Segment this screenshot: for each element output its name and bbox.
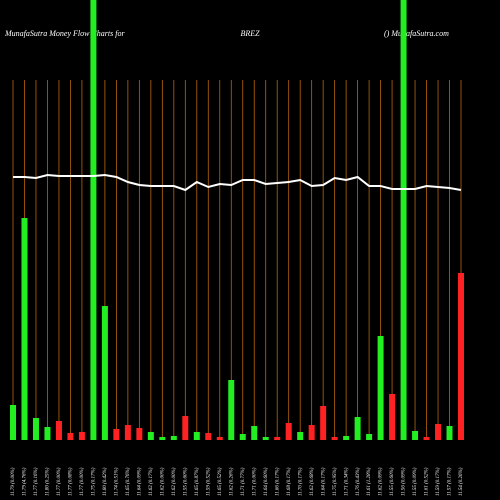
x-tick-label: 11.70 (0.17%): [298, 467, 303, 496]
bar: [32, 418, 39, 440]
x-tick-label: 11.62 (0.09%): [379, 467, 384, 496]
x-tick-label: 11.74 (0.51%): [115, 467, 120, 496]
bar: [55, 421, 62, 440]
bar: [446, 426, 453, 440]
bar: [354, 417, 361, 440]
bar: [147, 432, 154, 440]
x-tick-label: 11.65 (0.52%): [218, 467, 223, 496]
bar: [21, 218, 28, 440]
x-tick-label: 11.62 (0.68%): [310, 467, 315, 496]
bar: [113, 429, 120, 440]
chart-source: () MunafaSutra.com: [384, 29, 449, 38]
bar: [320, 406, 327, 440]
x-tick-label: 11.79 (0.00%): [11, 467, 16, 496]
bar: [458, 273, 464, 440]
x-tick-label: 11.59 (0.52%): [206, 467, 211, 496]
bar: [216, 437, 223, 440]
x-tick-label: 11.71 (0.34%): [344, 467, 349, 496]
bar: [331, 437, 338, 440]
x-tick-label: 11.62 (0.00%): [160, 467, 165, 496]
bar: [423, 437, 430, 440]
x-tick-label: 11.80 (0.42%): [103, 467, 108, 496]
bar: [285, 423, 292, 440]
bar: [10, 405, 16, 440]
x-tick-label: 11.59 (0.17%): [436, 467, 441, 496]
chart-ticker: BREZ: [240, 29, 260, 38]
x-tick-label: 11.77 (0.16%): [34, 467, 39, 496]
bar: [67, 433, 74, 440]
x-tick-label: 11.68 (0.17%): [287, 467, 292, 496]
bar: [239, 434, 246, 440]
bar: [343, 436, 350, 440]
bar: [101, 306, 108, 440]
bar: [205, 433, 212, 440]
line: [13, 173, 462, 192]
bar: [308, 425, 315, 440]
bar: [90, 0, 97, 440]
x-tick-label: 11.55 (0.60%): [390, 467, 395, 496]
x-tick-label: 11.77 (0.00%): [80, 467, 85, 496]
x-tick-label: 11.55 (0.09%): [413, 467, 418, 496]
x-tick-label: 11.80 (0.25%): [46, 467, 51, 496]
x-tick-label: 11.76 (0.43%): [356, 467, 361, 496]
bar: [228, 380, 235, 440]
bar: [136, 428, 143, 440]
bar: [182, 416, 189, 440]
x-tick-label: 11.71 (0.77%): [241, 467, 246, 496]
bar: [274, 437, 281, 440]
x-tick-label: 11.75 (0.95%): [333, 467, 338, 496]
bar: [435, 424, 442, 440]
x-tick-label: 11.61 (0.52%): [425, 467, 430, 496]
x-tick-label: 11.64 (0.60%): [264, 467, 269, 496]
chart-title: MunafaSutra Money Flow Charts for: [4, 29, 125, 38]
bar: [366, 434, 373, 440]
x-tick-label: 11.75 (0.17%): [92, 467, 97, 496]
x-tick-label: 11.57 (0.17%): [448, 467, 453, 496]
x-tick-label: 11.71 (0.00%): [252, 467, 257, 496]
bar: [78, 432, 85, 440]
bar: [400, 0, 407, 440]
bar: [159, 437, 166, 440]
x-tick-label: 11.62 (0.00%): [172, 467, 177, 496]
x-tick-label: 11.54 (0.26%): [459, 467, 464, 496]
bar: [377, 336, 384, 440]
x-tick-label: 11.55 (0.60%): [183, 467, 188, 496]
x-tick-label: 11.62 (0.26%): [229, 467, 234, 496]
bar: [262, 437, 269, 440]
x-tick-label: 11.64 (0.09%): [137, 467, 142, 496]
bar: [44, 427, 51, 440]
bar: [389, 394, 396, 440]
bar: [124, 425, 131, 440]
bar: [251, 426, 258, 440]
bar: [170, 436, 177, 440]
x-tick-label: 11.77 (0.08%): [69, 467, 74, 496]
bar: [193, 432, 200, 440]
x-tick-label: 11.56 (0.09%): [402, 467, 407, 496]
x-tick-label: 11.64 (0.17%): [321, 467, 326, 496]
x-tick-label: 11.79 (4.76%): [23, 467, 28, 496]
x-tick-label: 11.62 (0.17%): [149, 467, 154, 496]
bar: [412, 431, 419, 440]
x-tick-label: 11.65 (0.87%): [195, 467, 200, 496]
x-tick-label: 11.65 (0.76%): [126, 467, 131, 496]
x-tick-label: 11.66 (0.17%): [275, 467, 280, 496]
x-tick-label: 11.77 (0.00%): [57, 467, 62, 496]
x-tick-label: 11.61 (1.28%): [367, 467, 372, 496]
bar: [297, 432, 304, 440]
